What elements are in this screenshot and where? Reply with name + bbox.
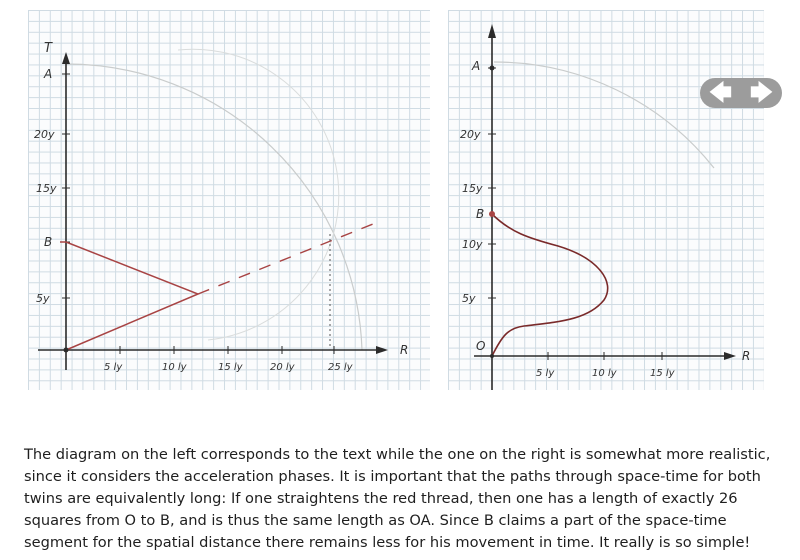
y-tick-label: 15y bbox=[36, 182, 57, 195]
point-b-label: B bbox=[476, 207, 484, 221]
diagram-caption: The diagram on the left corresponds to t… bbox=[24, 446, 771, 551]
x-tick-label: 15 ly bbox=[650, 368, 676, 379]
inner-arc bbox=[177, 48, 340, 341]
y-tick-label: 10y bbox=[462, 238, 483, 251]
y-tick-label: 5y bbox=[36, 292, 50, 305]
space-axis-label: R bbox=[742, 349, 750, 363]
x-tick-label: 5 ly bbox=[536, 368, 555, 379]
x-tick-label: 5 ly bbox=[104, 362, 123, 373]
point-b-dot bbox=[489, 211, 495, 217]
light-arc bbox=[65, 63, 363, 351]
right-diagram-canvas: A B O 20y 15y 10y 5y 5 ly 10 ly 15 ly R bbox=[460, 24, 750, 390]
x-tick-label: 25 ly bbox=[328, 362, 354, 373]
point-a-label: A bbox=[43, 67, 52, 81]
x-tick-label: 15 ly bbox=[218, 362, 244, 373]
slide-nav[interactable]: 🡄 🡆 bbox=[700, 78, 782, 108]
origin-point bbox=[490, 354, 494, 358]
point-b-label: B bbox=[44, 235, 52, 249]
y-tick-label: 20y bbox=[460, 128, 481, 141]
traveler-curve bbox=[491, 213, 609, 357]
point-a-dot bbox=[489, 65, 495, 71]
y-tick-label: 15y bbox=[462, 182, 483, 195]
y-tick-label: 5y bbox=[462, 292, 476, 305]
traveler-path bbox=[65, 241, 200, 351]
time-axis-label: T bbox=[44, 41, 53, 56]
x-tick-label: 10 ly bbox=[162, 362, 188, 373]
right-spacetime-diagram: A B O 20y 15y 10y 5y 5 ly 10 ly 15 ly R bbox=[448, 10, 764, 390]
light-arc bbox=[493, 61, 715, 169]
origin-label: O bbox=[476, 339, 485, 353]
space-axis-arrow bbox=[724, 352, 736, 360]
arrow-left-icon[interactable]: 🡄 bbox=[709, 80, 732, 105]
left-diagram-canvas: T A B 20y 15y 5y 5 ly 10 ly 15 ly 20 ly … bbox=[34, 41, 408, 373]
arrow-right-icon[interactable]: 🡆 bbox=[750, 80, 773, 105]
time-axis-arrow bbox=[488, 24, 496, 38]
time-axis-arrow bbox=[62, 52, 70, 64]
space-axis-arrow bbox=[376, 346, 388, 354]
origin-point bbox=[63, 347, 69, 353]
space-axis-label: R bbox=[400, 343, 408, 357]
left-spacetime-diagram: T A B 20y 15y 5y 5 ly 10 ly 15 ly 20 ly … bbox=[28, 10, 430, 390]
point-a-label: A bbox=[471, 59, 480, 73]
x-tick-label: 20 ly bbox=[270, 362, 296, 373]
y-tick-label: 20y bbox=[34, 128, 55, 141]
straightened-thread bbox=[197, 223, 374, 295]
x-tick-label: 10 ly bbox=[592, 368, 618, 379]
